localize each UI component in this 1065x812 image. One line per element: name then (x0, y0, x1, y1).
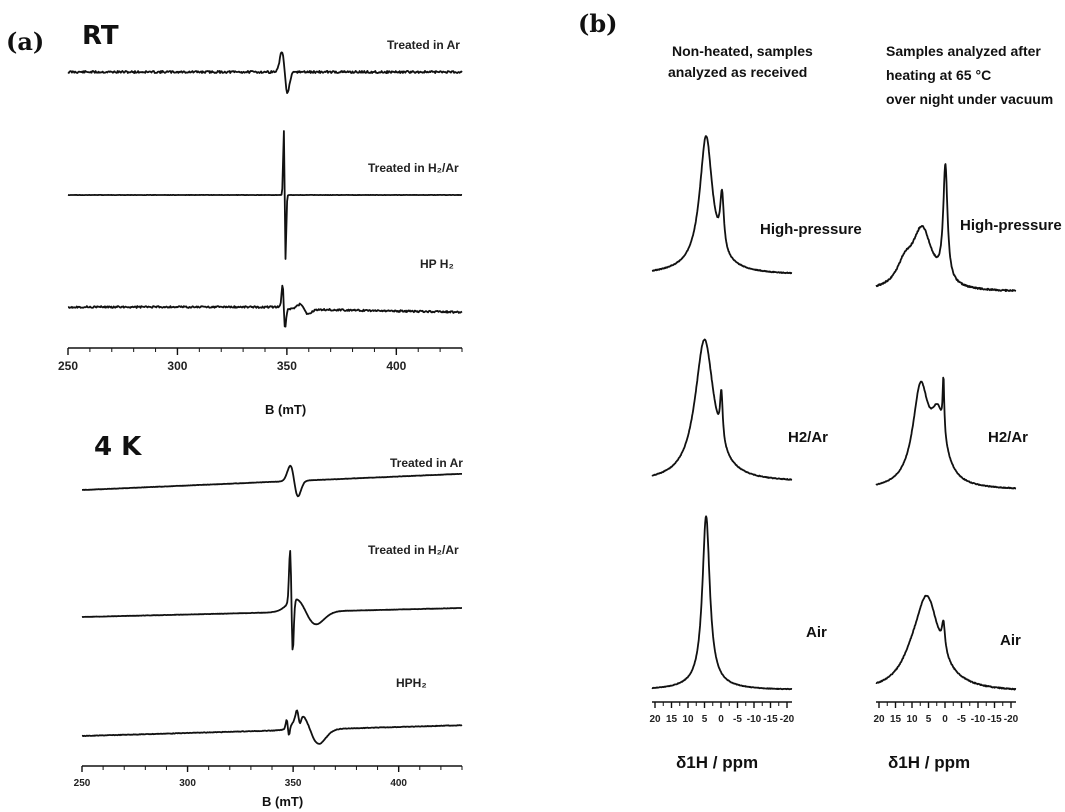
tick-label: 0 (718, 714, 724, 725)
tick-label: -10 (747, 714, 762, 725)
tick-label: 400 (386, 359, 406, 373)
nmr-nonheated-label-3: Air (806, 624, 827, 641)
epr-rt-trace-label-3: HP H₂ (420, 257, 454, 271)
panel-b-label: (b) (578, 9, 618, 38)
epr-4k-condition: 4 K (94, 432, 142, 462)
epr-rt-trace-label-2: Treated in H₂/Ar (368, 161, 459, 175)
tick-label: 0 (942, 714, 948, 725)
nmr-nonheated-trace-2 (651, 338, 793, 481)
tick-label: 5 (702, 714, 708, 725)
nmr-nonheated-trace-1 (651, 135, 793, 275)
epr-rt-condition: RT (82, 21, 119, 51)
epr-4k-trace-label-3: HPH₂ (396, 676, 427, 690)
tick-label: -20 (780, 714, 795, 725)
nmr-nonheated-trace-3 (651, 515, 793, 691)
epr-4k-ticks: 250 300 350 400 (74, 766, 463, 789)
epr-4k-x-title: B (mT) (262, 794, 303, 809)
tick-label: 10 (682, 714, 694, 725)
tick-label: 15 (666, 714, 678, 725)
tick-label: 15 (890, 714, 902, 725)
epr-4k-trace-2 (81, 550, 463, 651)
tick-label: 250 (58, 359, 78, 373)
nmr-heated-label-2: H2/Ar (988, 429, 1028, 446)
nmr-heated-header-3: over night under vacuum (886, 91, 1053, 107)
tick-label: 10 (906, 714, 918, 725)
nmr-nonheated-label-2: H2/Ar (788, 429, 828, 446)
nmr-heated-trace-1 (875, 163, 1017, 292)
nmr-nonheated-x-title: δ1H / ppm (676, 753, 758, 772)
nmr-nonheated-label-1: High-pressure (760, 221, 862, 238)
nmr-heated-header-1: Samples analyzed after (886, 43, 1041, 59)
tick-label: -10 (971, 714, 986, 725)
tick-label: 350 (285, 778, 302, 789)
nmr-heated-label-1: High-pressure (960, 217, 1062, 234)
nmr-nonheated-header-1: Non-heated, samples (672, 43, 813, 59)
tick-label: 400 (390, 778, 407, 789)
nmr-nonheated-ticks: 20 15 10 5 0 -5 -10 -15 -20 (649, 702, 795, 725)
epr-rt-trace-2 (67, 130, 463, 260)
epr-rt-panel: RT Treated in Ar Treated in H₂/Ar HP H₂ … (58, 21, 463, 417)
tick-label: -15 (763, 714, 778, 725)
tick-label: -5 (733, 714, 742, 725)
epr-4k-trace-3 (81, 709, 463, 745)
epr-rt-trace-3 (67, 284, 463, 328)
nmr-heated-panel: Samples analyzed after heating at 65 °C … (873, 43, 1061, 772)
nmr-heated-trace-2 (875, 376, 1017, 490)
tick-label: 20 (873, 714, 885, 725)
tick-label: -20 (1004, 714, 1019, 725)
nmr-heated-label-3: Air (1000, 632, 1021, 649)
tick-label: -5 (957, 714, 966, 725)
epr-rt-trace-label-1: Treated in Ar (387, 38, 460, 52)
tick-label: 350 (277, 359, 297, 373)
tick-label: -15 (987, 714, 1002, 725)
epr-4k-panel: 4 K Treated in Ar Treated in H₂/Ar HPH₂ … (74, 432, 464, 809)
epr-rt-x-title: B (mT) (265, 402, 306, 417)
tick-label: 300 (167, 359, 187, 373)
nmr-heated-trace-3 (875, 594, 1017, 691)
tick-label: 5 (926, 714, 932, 725)
tick-label: 250 (74, 778, 91, 789)
epr-rt-trace-1 (67, 51, 463, 94)
nmr-nonheated-panel: Non-heated, samples analyzed as received… (649, 43, 861, 772)
panel-a-label: (a) (6, 27, 44, 56)
nmr-heated-x-title: δ1H / ppm (888, 753, 970, 772)
tick-label: 300 (179, 778, 196, 789)
nmr-nonheated-header-2: analyzed as received (668, 64, 807, 80)
epr-rt-ticks: 250 300 350 400 (58, 348, 463, 373)
epr-4k-trace-label-1: Treated in Ar (390, 456, 463, 470)
epr-4k-trace-1 (81, 464, 463, 498)
nmr-heated-header-2: heating at 65 °C (886, 67, 991, 83)
tick-label: 20 (649, 714, 661, 725)
epr-4k-trace-label-2: Treated in H₂/Ar (368, 543, 459, 557)
nmr-heated-ticks: 20 15 10 5 0 -5 -10 -15 -20 (873, 702, 1019, 725)
